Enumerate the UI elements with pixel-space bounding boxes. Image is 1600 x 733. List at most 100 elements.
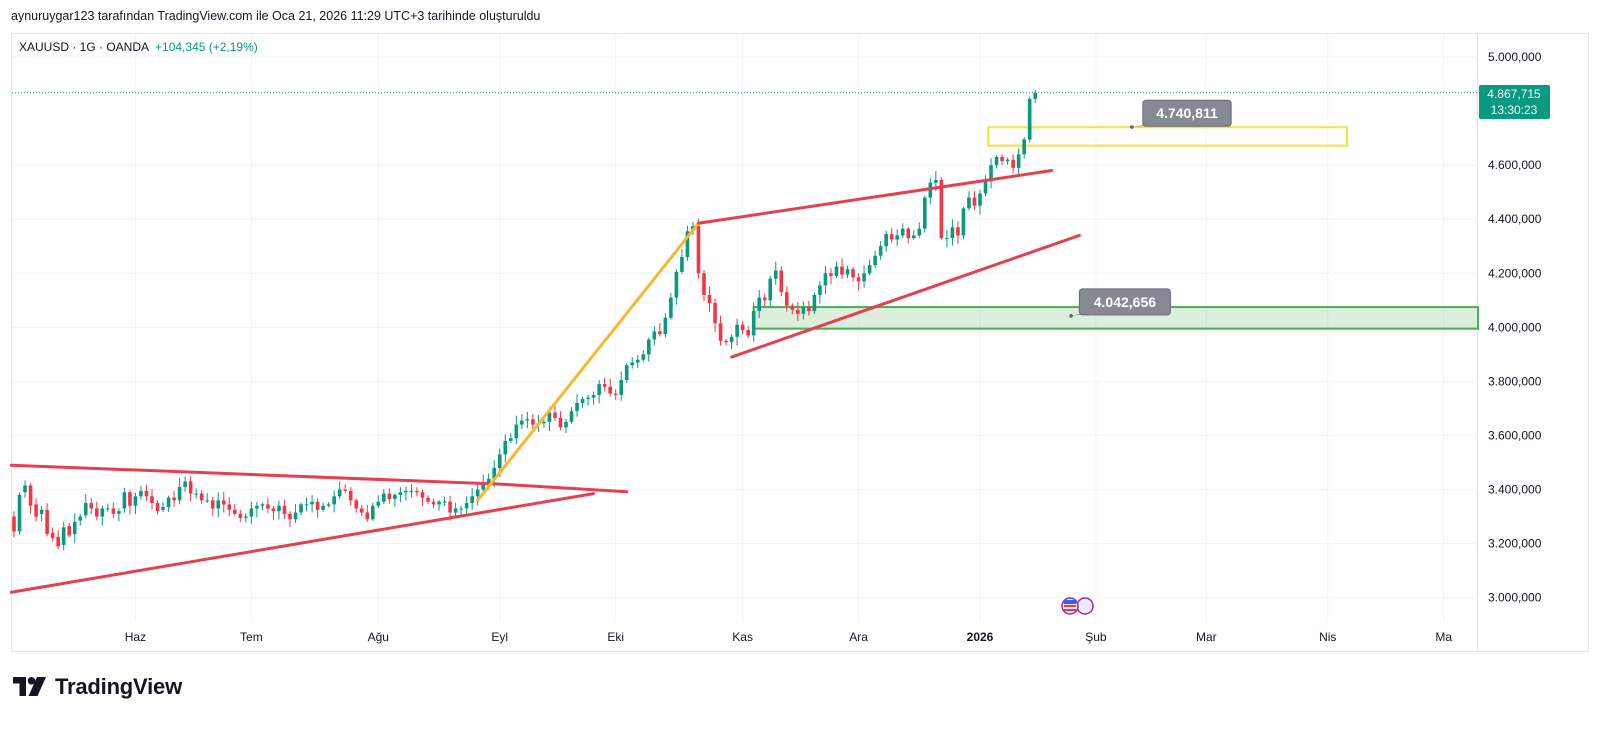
candle-body (221, 500, 226, 505)
x-axis-labels: Haz Tem Ağu Eyl Eki Kas Ara 2026 Şub Mar Nis Ma (125, 630, 1453, 644)
candle-body (128, 492, 132, 506)
x-tick-label: Şub (1085, 630, 1107, 644)
candle-body (371, 505, 375, 520)
price-axis[interactable] (1478, 33, 1589, 652)
candle-body (569, 411, 574, 422)
candle-body (608, 386, 612, 394)
candle-body (271, 508, 276, 512)
candle-body (486, 478, 491, 483)
candle-body (553, 412, 557, 418)
candle-body (900, 228, 905, 236)
candle-body (83, 503, 88, 516)
chart-credit-text: aynuruygar123 tarafından TradingView.com… (11, 9, 541, 23)
candle-body (437, 501, 441, 505)
last-price-tag[interactable]: 4.867,715 13:30:23 (1479, 85, 1550, 119)
candle-body (1011, 159, 1015, 168)
candle-body (702, 273, 706, 295)
candle-body (718, 323, 723, 341)
candle-body (547, 412, 552, 422)
candle-body (586, 397, 590, 399)
callout-box (1142, 99, 1232, 127)
candle-body (911, 235, 916, 239)
candle-body (161, 507, 165, 510)
x-tick-label: Ma (1435, 630, 1452, 644)
symbol-legend[interactable]: XAUUSD · 1G · OANDA +104,345 (+2,19%) (19, 40, 258, 54)
candle-body (889, 234, 894, 240)
candle-body (72, 521, 77, 535)
candle-body (409, 490, 414, 492)
candle-body (415, 490, 419, 493)
candle-body (597, 384, 601, 395)
candle-body (470, 496, 474, 504)
candle-body (172, 497, 176, 501)
tradingview-logo[interactable]: TradingView (13, 674, 182, 700)
candle-body (310, 501, 314, 505)
candle-body (542, 421, 546, 424)
candle-body (326, 504, 331, 506)
candle-body (823, 273, 828, 286)
candle-body (509, 438, 513, 441)
symbol-name: XAUUSD · 1G · OANDA (19, 40, 150, 54)
candle-body (139, 490, 143, 497)
candle-body (735, 324, 739, 337)
x-tick-label: Mar (1196, 630, 1217, 644)
candle-body (249, 508, 254, 517)
candle-body (564, 421, 568, 428)
candle-body (475, 489, 480, 497)
candle-body (45, 509, 49, 535)
candle-body (724, 340, 728, 343)
price-callouts: 4.740,811 4.042,656 (1069, 99, 1232, 318)
candle-body (354, 500, 359, 509)
candle-body (464, 503, 469, 509)
callout-label: 4.042,656 (1094, 294, 1156, 310)
candle-body (238, 513, 243, 518)
candle-body (1016, 154, 1021, 168)
candle-body (878, 246, 883, 256)
candle-body (983, 181, 988, 194)
candle-body (293, 512, 298, 520)
us-flag-icon[interactable] (1076, 597, 1094, 615)
candle-body (972, 197, 977, 206)
chart-pane[interactable] (11, 33, 1478, 652)
candle-body (56, 536, 60, 547)
candle-body (359, 508, 364, 513)
candle-body (1005, 159, 1010, 162)
candle-body (304, 504, 309, 506)
x-tick-label: 2026 (967, 630, 994, 644)
flag-stripe (1064, 605, 1076, 607)
callout-anchor (1130, 125, 1134, 129)
candle-body (398, 492, 403, 495)
y-tick-label: 3.000,000 (1488, 591, 1542, 605)
candle-body (244, 516, 248, 518)
candle-body (923, 197, 927, 229)
candle-body (591, 394, 596, 398)
economic-events (1061, 597, 1094, 615)
candle-body (260, 504, 265, 506)
candle-body (746, 330, 750, 336)
candle-body (78, 516, 83, 521)
y-tick-label: 3.800,000 (1488, 374, 1542, 388)
y-tick-label: 4.200,000 (1488, 266, 1542, 280)
candle-body (658, 331, 662, 335)
tradingview-wordmark: TradingView (55, 674, 182, 699)
candle-body (503, 440, 508, 455)
candle-body (28, 485, 33, 506)
candle-body (994, 157, 999, 166)
candle-body (266, 504, 270, 509)
candle-body (867, 265, 872, 274)
candle-body (934, 179, 938, 183)
candle-body (624, 365, 629, 381)
y-tick-label: 4.600,000 (1488, 158, 1542, 172)
candle-body (851, 269, 855, 278)
candle-body (862, 273, 866, 282)
candle-body (365, 512, 370, 520)
candle-body (729, 336, 734, 343)
candle-body (602, 384, 607, 387)
x-tick-label: Ara (849, 630, 868, 644)
candle-body (757, 297, 761, 312)
candle-body (895, 235, 899, 240)
candle-body (641, 354, 646, 360)
trend-lines (9, 169, 1081, 594)
candle-body (829, 273, 833, 276)
